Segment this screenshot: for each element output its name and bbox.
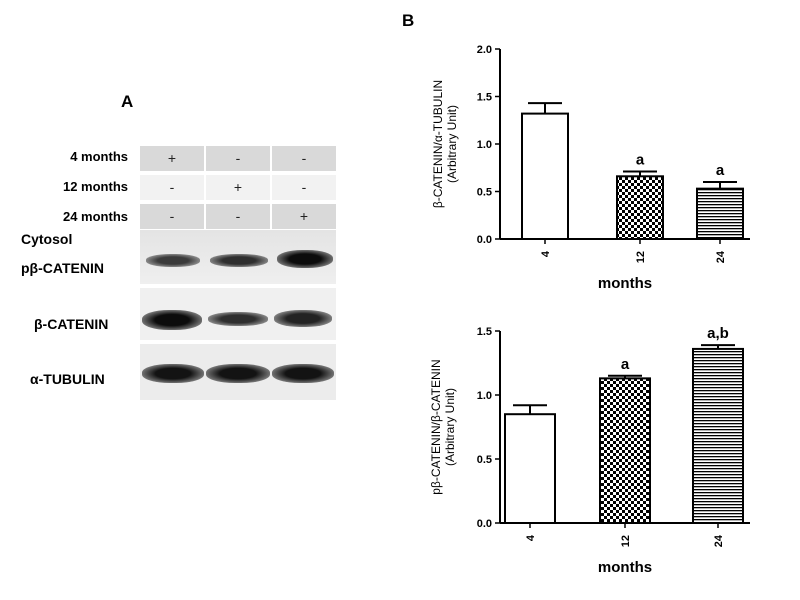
blot-band — [208, 312, 268, 326]
bar — [692, 347, 744, 525]
y-axis-label: β-CATENIN/α-TUBULIN — [431, 80, 445, 208]
blot-band — [272, 364, 334, 383]
bar — [521, 112, 569, 240]
row-label-24-months: 24 months — [62, 209, 128, 224]
x-tick-label: 24 — [713, 534, 725, 547]
y-tick-label: 0.0 — [477, 518, 492, 530]
significance-label: a,b — [707, 325, 729, 342]
blot-band — [210, 254, 268, 267]
condition-row: - + - — [140, 175, 338, 200]
bar — [696, 187, 744, 240]
x-tick-label: 4 — [525, 534, 537, 541]
x-axis-label: months — [598, 275, 652, 292]
y-tick-label: 0.5 — [477, 187, 492, 199]
x-axis-label: months — [598, 559, 652, 576]
x-tick-label: 12 — [620, 535, 632, 547]
blot-band — [206, 364, 270, 383]
condition-cell: - — [206, 146, 270, 171]
chart-beta-catenin: 0.0 0.5 1.0 1.5 2.0 4 a 12 a 24 months β-CATENIN/α-… — [431, 44, 750, 292]
y-tick-label: 1.5 — [477, 326, 492, 338]
x-tick-label: 12 — [635, 251, 647, 263]
condition-cell: - — [140, 175, 204, 200]
y-tick-label: 1.0 — [477, 390, 492, 402]
row-label-12-months: 12 months — [62, 179, 128, 194]
y-axis-unit-label: (Arbitrary Unit) — [443, 388, 457, 466]
condition-row: - - + — [140, 204, 338, 229]
blot-beta-catenin — [140, 288, 336, 340]
bar — [504, 413, 556, 524]
condition-cell: + — [140, 146, 204, 171]
blot-alpha-tubulin — [140, 344, 336, 400]
condition-cell: - — [272, 146, 336, 171]
y-tick-label: 1.5 — [477, 92, 492, 104]
row-label-4-months: 4 months — [70, 149, 128, 164]
significance-label: a — [716, 162, 725, 179]
bar — [616, 175, 664, 241]
fraction-label: Cytosol — [21, 231, 73, 247]
y-tick-label: 2.0 — [477, 44, 492, 56]
y-tick-label: 1.0 — [477, 139, 492, 151]
x-tick-label: 24 — [715, 250, 727, 263]
condition-cell: - — [272, 175, 336, 200]
x-tick-label: 4 — [540, 250, 552, 257]
chart-p-beta-catenin: 0.0 0.5 1.0 1.5 4 a 12 a,b 24 months pβ-CATENIN/β-… — [429, 325, 750, 576]
blot-band — [142, 364, 204, 383]
band-label-p-beta-catenin: pβ-CATENIN — [21, 260, 104, 276]
band-label-beta-catenin: β-CATENIN — [34, 316, 109, 332]
y-tick-label: 0.5 — [477, 454, 492, 466]
blot-band — [274, 310, 332, 327]
significance-label: a — [621, 356, 630, 373]
condition-cell: - — [206, 204, 270, 229]
y-tick-label: 0.0 — [477, 234, 492, 246]
blot-band — [146, 254, 200, 267]
bar — [599, 377, 651, 524]
y-axis-unit-label: (Arbitrary Unit) — [445, 105, 459, 183]
blot-p-beta-catenin — [140, 230, 336, 284]
y-axis-label: pβ-CATENIN/β-CATENIN — [429, 359, 443, 494]
blot-band — [277, 250, 333, 268]
condition-cell: + — [206, 175, 270, 200]
condition-row: + - - — [140, 146, 338, 171]
condition-cell: - — [140, 204, 204, 229]
condition-cell: + — [272, 204, 336, 229]
band-label-alpha-tubulin: α-TUBULIN — [30, 371, 105, 387]
panel-b-letter: B — [402, 11, 415, 30]
blot-band — [142, 310, 202, 330]
significance-label: a — [636, 152, 645, 169]
panel-a-letter: A — [121, 92, 134, 111]
